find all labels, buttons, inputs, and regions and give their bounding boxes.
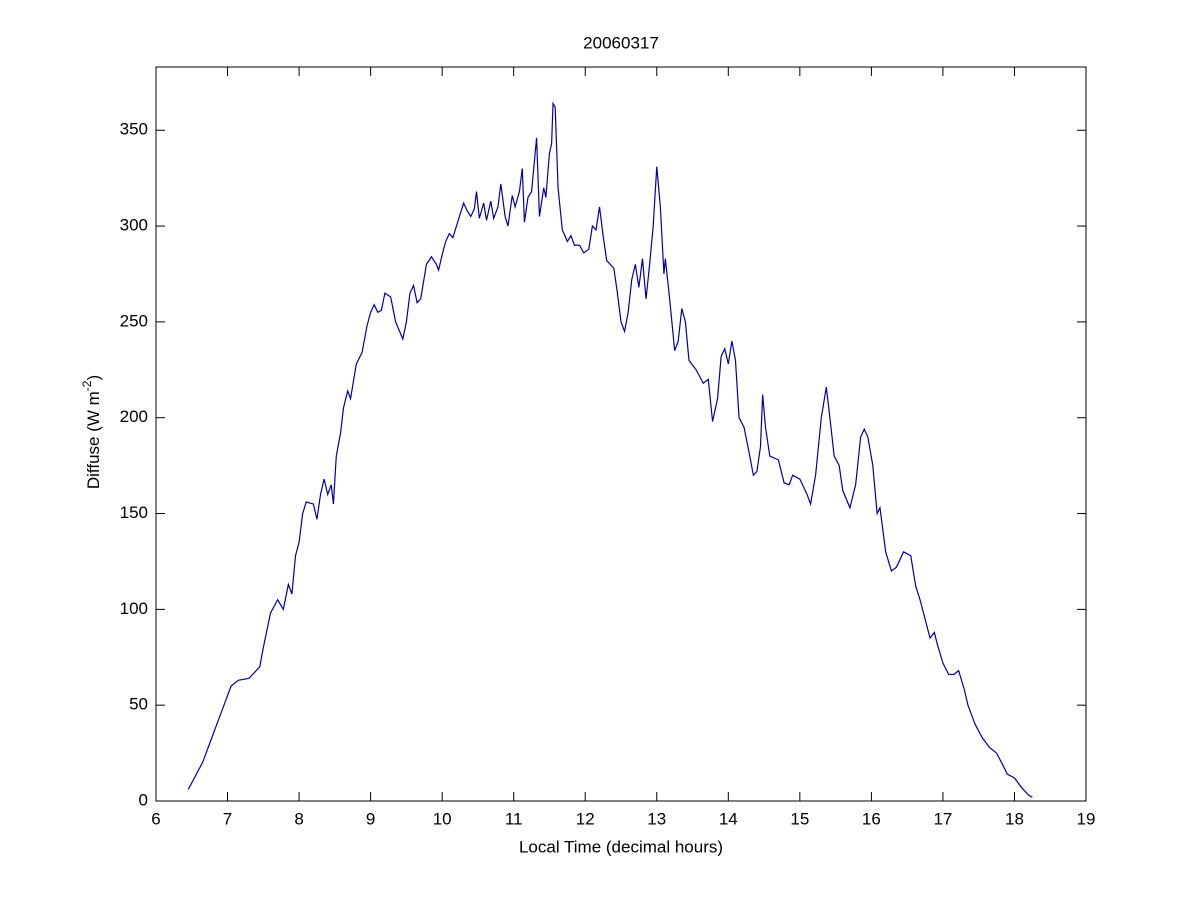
y-tick-label: 50 bbox=[129, 695, 148, 714]
y-tick-label: 0 bbox=[139, 790, 148, 809]
x-tick-label: 14 bbox=[719, 809, 738, 828]
plot-frame bbox=[155, 66, 1087, 802]
x-tick-label: 18 bbox=[1005, 809, 1024, 828]
x-tick-label: 8 bbox=[294, 809, 303, 828]
y-tick-label: 300 bbox=[120, 216, 148, 235]
chart-title: 20060317 bbox=[583, 33, 659, 52]
y-axis-label: Diffuse (W m-2) bbox=[80, 375, 103, 489]
x-tick-label: 10 bbox=[433, 809, 452, 828]
x-axis-label: Local Time (decimal hours) bbox=[519, 837, 723, 856]
x-tick-label: 9 bbox=[366, 809, 375, 828]
y-axis-label-part: Diffuse (W m bbox=[84, 391, 103, 489]
y-tick-label: 350 bbox=[120, 120, 148, 139]
x-tick-label: 11 bbox=[505, 809, 523, 828]
x-tick-label: 15 bbox=[790, 809, 809, 828]
x-tick-label: 7 bbox=[223, 809, 232, 828]
y-tick-label: 150 bbox=[120, 503, 148, 522]
y-tick-label: 100 bbox=[120, 599, 148, 618]
x-tick-label: 16 bbox=[862, 809, 881, 828]
x-tick-label: 12 bbox=[576, 809, 595, 828]
y-axis-label-part: ) bbox=[84, 375, 103, 381]
x-tick-label: 17 bbox=[933, 809, 952, 828]
data-line bbox=[187, 101, 1033, 798]
x-tick-label: 6 bbox=[151, 809, 160, 828]
x-tick-label: 13 bbox=[647, 809, 666, 828]
y-axis-label-sup: -2 bbox=[80, 380, 94, 391]
x-tick-label: 19 bbox=[1077, 809, 1096, 828]
y-tick-label: 200 bbox=[120, 407, 148, 426]
y-tick-label: 250 bbox=[120, 311, 148, 330]
